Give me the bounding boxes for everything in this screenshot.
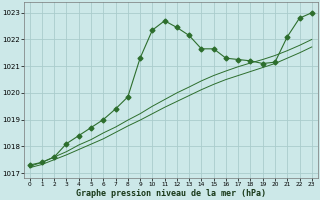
X-axis label: Graphe pression niveau de la mer (hPa): Graphe pression niveau de la mer (hPa)	[76, 189, 266, 198]
